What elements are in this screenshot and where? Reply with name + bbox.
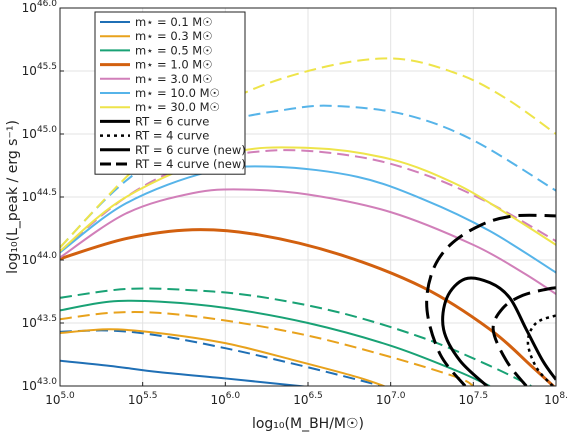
series-line-16 [526,314,556,386]
series-layer [60,57,556,386]
series-line-13 [441,276,556,386]
y-tick-label: 1043.0 [22,377,58,393]
x-tick-label: 107.5 [459,391,489,407]
x-tick-label: 105.5 [128,391,158,407]
y-tick-label: 1045.5 [22,62,57,78]
x-tick-label: 108. [544,391,568,407]
y-tick-label: 1046.0 [22,0,58,15]
series-line-7 [60,188,556,295]
legend-label: m⋆ = 1.0 M☉ [135,58,213,72]
legend-label: RT = 6 curve [135,114,209,128]
y-tick-label: 1044.0 [22,251,58,267]
y-axis-label: log₁₀(L_peak / erg s⁻¹) [5,120,21,274]
x-tick-label: 106.5 [293,391,323,407]
x-tick-label: 105.0 [45,391,75,407]
legend-label: m⋆ = 30.0 M☉ [135,100,220,114]
x-axis-label: log₁₀(M_BH/M☉) [252,416,364,432]
series-line-10 [60,104,556,249]
y-tick-label: 1044.5 [22,188,57,204]
legend-label: RT = 4 curve (new) [135,157,246,171]
series-group [60,57,556,386]
series-line-4 [60,299,491,386]
y-tick-label: 1045.0 [22,125,58,141]
series-line-11 [60,146,556,252]
x-tick-label: 107.0 [376,391,406,407]
legend-label: m⋆ = 3.0 M☉ [135,72,213,86]
legend-label: m⋆ = 10.0 M☉ [135,86,220,100]
legend-label: m⋆ = 0.1 M☉ [135,15,213,29]
series-line-0 [60,359,310,386]
legend-label: RT = 4 curve [135,129,209,143]
series-line-6 [60,228,556,386]
series-line-1 [60,329,386,386]
series-line-5 [60,287,532,386]
y-tick-label: 1043.5 [22,314,57,330]
series-line-14 [425,213,556,386]
series-line-8 [60,149,556,252]
legend-label: RT = 6 curve (new) [135,143,246,157]
legend: m⋆ = 0.1 M☉m⋆ = 0.3 M☉m⋆ = 0.5 M☉m⋆ = 1.… [94,11,246,175]
series-line-15 [491,286,556,386]
ticks: 105.0 105.5 106.0 106.5 107.0 107.5 108. 1043.0… [22,0,568,407]
series-line-2 [60,328,387,386]
x-tick-label: 106.0 [211,391,241,407]
series-line-3 [60,311,474,386]
legend-label: m⋆ = 0.3 M☉ [135,29,213,43]
legend-label: m⋆ = 0.5 M☉ [135,43,213,57]
